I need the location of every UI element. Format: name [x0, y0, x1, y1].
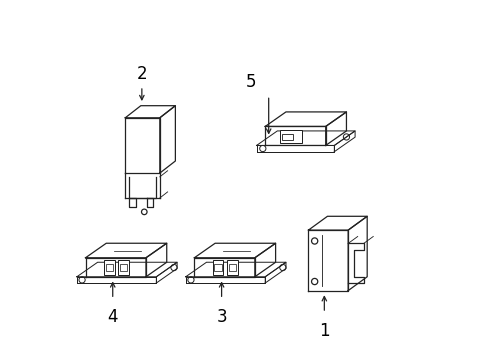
Polygon shape	[334, 131, 354, 152]
Polygon shape	[254, 243, 275, 277]
Polygon shape	[325, 112, 346, 145]
Polygon shape	[125, 106, 175, 118]
Polygon shape	[347, 243, 363, 283]
Polygon shape	[280, 130, 301, 143]
Polygon shape	[156, 262, 177, 283]
Polygon shape	[103, 260, 114, 275]
Polygon shape	[105, 264, 112, 271]
Polygon shape	[125, 118, 160, 173]
Polygon shape	[194, 258, 254, 277]
Polygon shape	[228, 264, 236, 271]
Polygon shape	[85, 243, 166, 258]
Polygon shape	[214, 264, 221, 271]
Polygon shape	[118, 260, 129, 275]
Polygon shape	[347, 216, 366, 291]
Polygon shape	[146, 198, 153, 207]
Polygon shape	[77, 277, 156, 283]
Polygon shape	[77, 262, 177, 277]
Polygon shape	[308, 230, 347, 291]
Polygon shape	[264, 112, 346, 126]
Polygon shape	[256, 145, 334, 152]
Text: 3: 3	[216, 308, 226, 326]
Polygon shape	[146, 243, 166, 277]
Polygon shape	[308, 216, 366, 230]
Text: 1: 1	[318, 322, 329, 340]
Polygon shape	[226, 260, 238, 275]
Text: 2: 2	[136, 65, 147, 83]
Polygon shape	[194, 243, 275, 258]
Polygon shape	[212, 260, 223, 275]
Polygon shape	[282, 134, 292, 140]
Polygon shape	[160, 106, 175, 173]
Polygon shape	[129, 198, 135, 207]
Text: 5: 5	[245, 73, 256, 91]
Text: 4: 4	[107, 308, 118, 326]
Polygon shape	[264, 262, 285, 283]
Polygon shape	[264, 126, 325, 145]
Polygon shape	[185, 277, 264, 283]
Polygon shape	[256, 131, 354, 145]
Polygon shape	[185, 262, 285, 277]
Polygon shape	[120, 264, 127, 271]
Polygon shape	[85, 258, 146, 277]
